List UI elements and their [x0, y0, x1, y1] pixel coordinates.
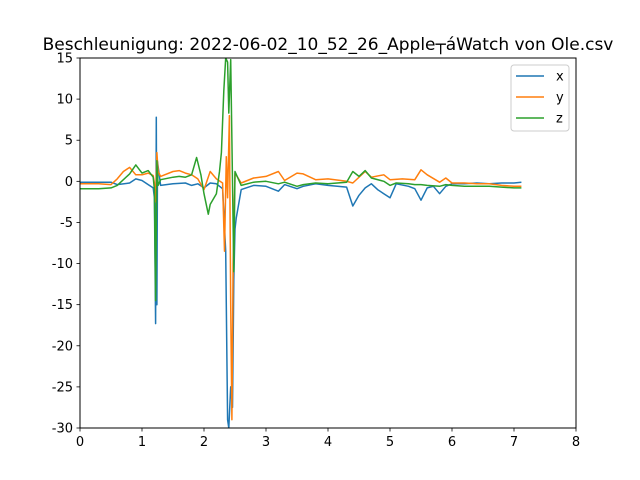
- x-tick-label: 7: [510, 435, 518, 450]
- legend-box: [510, 64, 570, 132]
- legend-label-y: y: [556, 91, 564, 106]
- legend-label-z: z: [556, 112, 563, 127]
- series-line-z: [80, 58, 522, 302]
- y-axis: -30 -25 -20 -15 -10 -5 0 5 10 15: [52, 52, 80, 437]
- chart-title: Beschleunigung: 2022-06-02_10_52_26_Appl…: [43, 35, 614, 55]
- y-tick-label: 5: [65, 134, 73, 149]
- y-tick-label: 10: [56, 93, 73, 108]
- y-tick-label: -30: [52, 422, 73, 437]
- x-tick-label: 0: [76, 435, 84, 450]
- legend: xyz: [510, 64, 570, 132]
- x-tick-label: 6: [448, 435, 456, 450]
- y-tick-label: -25: [52, 380, 73, 395]
- x-tick-label: 1: [138, 435, 146, 450]
- y-tick-label: 0: [65, 175, 73, 190]
- x-tick-label: 2: [200, 435, 208, 450]
- y-tick-label: -10: [52, 257, 73, 272]
- x-tick-label: 5: [386, 435, 394, 450]
- x-tick-label: 8: [572, 435, 580, 450]
- y-tick-label: -20: [52, 339, 73, 354]
- series-layer: [80, 58, 522, 428]
- x-axis: 0 1 2 3 4 5 6 7 8: [76, 428, 580, 450]
- x-tick-label: 3: [262, 435, 270, 450]
- y-tick-label: -5: [60, 216, 73, 231]
- y-tick-label: -15: [52, 298, 73, 313]
- x-tick-label: 4: [324, 435, 332, 450]
- y-tick-label: 15: [56, 52, 73, 67]
- legend-label-x: x: [556, 70, 564, 85]
